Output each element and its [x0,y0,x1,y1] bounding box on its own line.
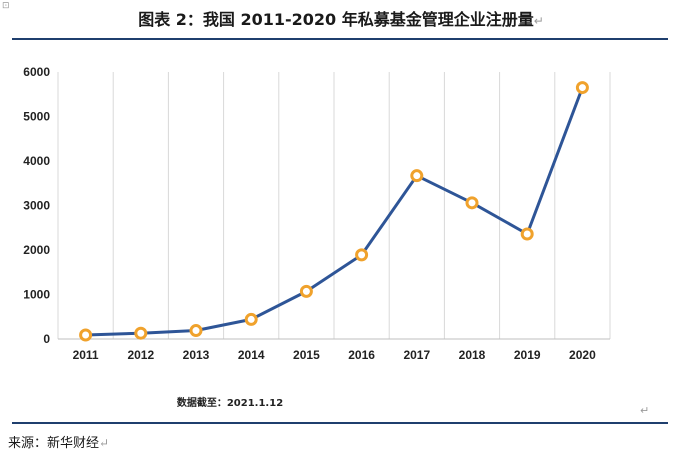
x-tick-label: 2013 [183,348,210,362]
x-tick-label: 2016 [348,348,375,362]
y-tick-label: 6000 [23,65,50,79]
y-tick-label: 5000 [23,110,50,124]
data-point [410,169,424,183]
data-points [79,81,589,342]
data-point [575,81,589,95]
x-tick-label: 2012 [127,348,154,362]
y-tick-label: 4000 [23,154,50,168]
x-tick-label: 2019 [514,348,541,362]
x-tick-label: 2018 [459,348,486,362]
y-tick-label: 2000 [23,243,50,257]
data-point [355,248,369,262]
x-tick-label: 2020 [569,348,596,362]
data-point [520,227,534,241]
data-point [189,324,203,338]
source-line: 来源：新华财经↵ [8,432,109,451]
chart-title-text: 图表 2：我国 2011-2020 年私募基金管理企业注册量 [138,10,534,29]
paragraph-mark-source: ↵ [99,436,110,450]
data-point [134,326,148,340]
series-line [85,87,584,337]
x-tick-label: 2011 [73,348,99,362]
x-tick-label: 2015 [293,348,320,362]
corner-mark: ⊡ [2,1,10,11]
source-text: 来源：新华财经 [8,436,100,451]
data-point [244,312,258,326]
data-point [465,196,479,210]
y-tick-label: 0 [43,332,50,346]
data-cutoff-note: 数据截至：2021.1.12 [0,394,460,409]
top-rule [12,38,668,40]
paragraph-mark: ↵ [533,14,544,28]
bottom-rule [12,422,668,424]
x-tick-label: 2017 [403,348,430,362]
x-axis-ticks: 2011 2012 2013 2014 2015 2016 2017 2018 2019 2020 [73,348,596,362]
grid-lines [57,72,611,339]
chart-title: 图表 2：我国 2011-2020 年私募基金管理企业注册量↵ [0,6,682,30]
y-tick-label: 1000 [23,288,50,302]
x-tick-label: 2014 [238,348,265,362]
y-axis-ticks: 0 1000 2000 3000 4000 5000 6000 [23,65,50,346]
data-point [79,328,93,342]
paragraph-mark-right: ↵ [640,404,650,417]
data-cutoff-text: 数据截至：2021.1.12 [176,398,284,409]
y-tick-label: 3000 [23,199,50,213]
data-point [299,284,313,298]
